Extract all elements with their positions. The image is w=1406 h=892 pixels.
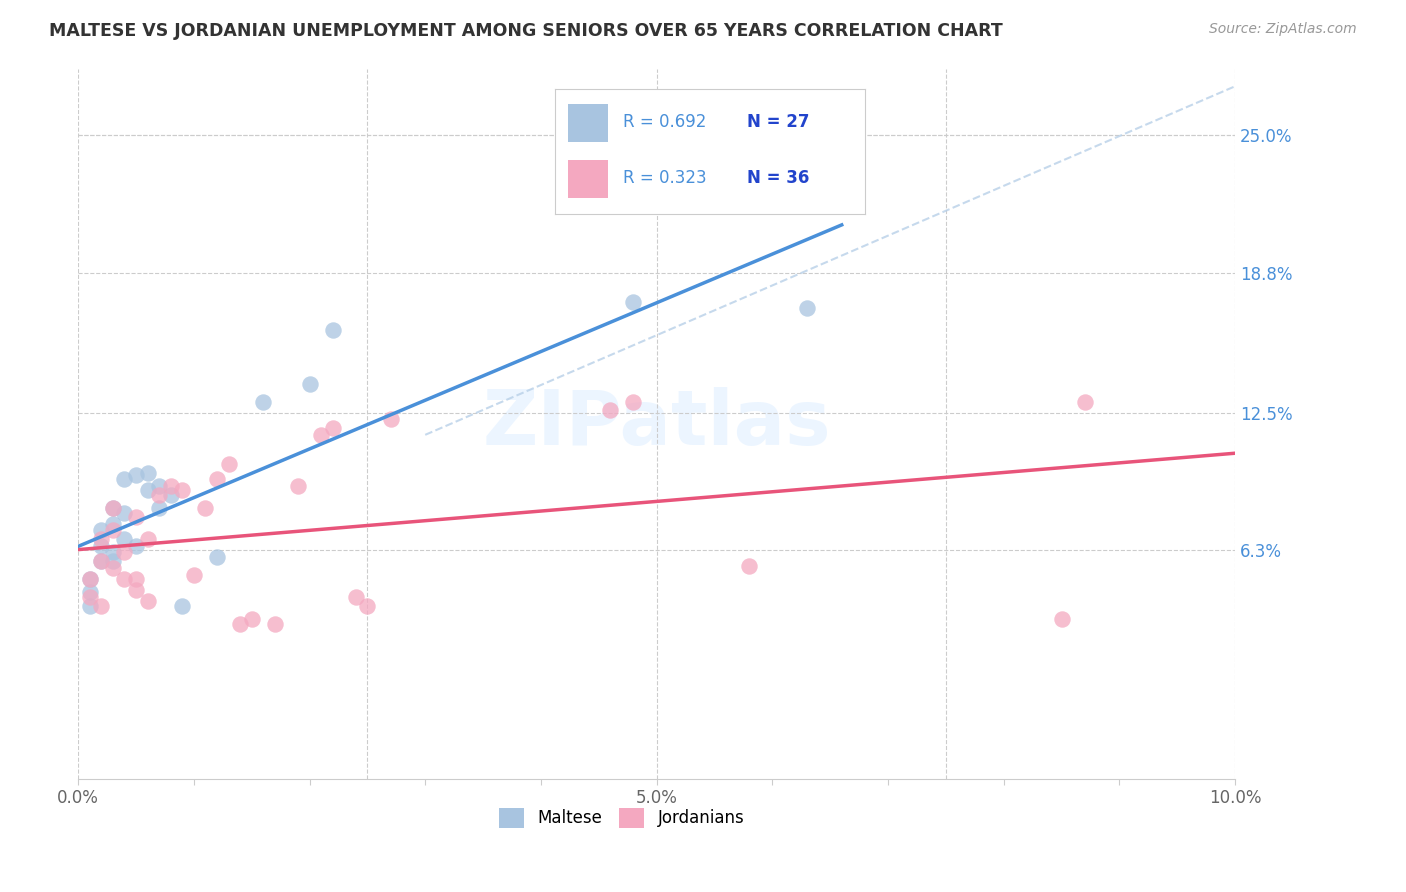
Point	[101, 523, 124, 537]
Point	[380, 412, 402, 426]
Point	[796, 301, 818, 316]
Point	[218, 457, 240, 471]
Point	[101, 516, 124, 531]
Bar	[568, 161, 607, 198]
Point	[194, 501, 217, 516]
Point	[148, 501, 170, 516]
Point	[125, 467, 148, 482]
Text: R = 0.692: R = 0.692	[623, 113, 707, 131]
Point	[125, 572, 148, 586]
Point	[101, 561, 124, 575]
Point	[90, 599, 112, 613]
Point	[136, 594, 159, 608]
Point	[322, 421, 344, 435]
Point	[298, 376, 321, 391]
Point	[79, 590, 101, 604]
Point	[112, 545, 135, 559]
Point	[125, 539, 148, 553]
Point	[90, 554, 112, 568]
Point	[148, 488, 170, 502]
Point	[79, 585, 101, 599]
Point	[252, 394, 274, 409]
Point	[229, 616, 252, 631]
Text: Source: ZipAtlas.com: Source: ZipAtlas.com	[1209, 22, 1357, 37]
Text: R = 0.323: R = 0.323	[623, 169, 707, 187]
Point	[738, 558, 761, 573]
Legend: Maltese, Jordanians: Maltese, Jordanians	[492, 801, 751, 835]
Point	[172, 599, 194, 613]
Point	[101, 501, 124, 516]
Point	[112, 472, 135, 486]
Point	[101, 501, 124, 516]
Point	[205, 472, 228, 486]
Point	[90, 539, 112, 553]
Point	[172, 483, 194, 498]
Point	[112, 532, 135, 546]
Point	[125, 510, 148, 524]
Point	[287, 479, 309, 493]
Point	[148, 479, 170, 493]
Point	[1073, 394, 1095, 409]
Point	[322, 323, 344, 337]
Text: N = 27: N = 27	[747, 113, 810, 131]
Point	[79, 572, 101, 586]
Point	[183, 567, 205, 582]
Point	[159, 488, 181, 502]
Point	[125, 583, 148, 598]
Point	[623, 394, 645, 409]
Point	[599, 403, 621, 417]
Point	[90, 523, 112, 537]
Point	[101, 545, 124, 559]
Point	[309, 427, 332, 442]
Point	[205, 549, 228, 564]
Point	[101, 554, 124, 568]
Point	[90, 554, 112, 568]
Point	[240, 612, 263, 626]
Point	[79, 599, 101, 613]
Point	[136, 532, 159, 546]
Point	[263, 616, 285, 631]
Text: MALTESE VS JORDANIAN UNEMPLOYMENT AMONG SENIORS OVER 65 YEARS CORRELATION CHART: MALTESE VS JORDANIAN UNEMPLOYMENT AMONG …	[49, 22, 1002, 40]
Bar	[568, 104, 607, 142]
Point	[159, 479, 181, 493]
Text: N = 36: N = 36	[747, 169, 810, 187]
Point	[79, 572, 101, 586]
Point	[112, 506, 135, 520]
Point	[623, 294, 645, 309]
Point	[136, 466, 159, 480]
Point	[112, 572, 135, 586]
Point	[344, 590, 367, 604]
Point	[90, 532, 112, 546]
Text: ZIPatlas: ZIPatlas	[482, 387, 831, 461]
Point	[356, 599, 378, 613]
Point	[1050, 612, 1073, 626]
Point	[136, 483, 159, 498]
